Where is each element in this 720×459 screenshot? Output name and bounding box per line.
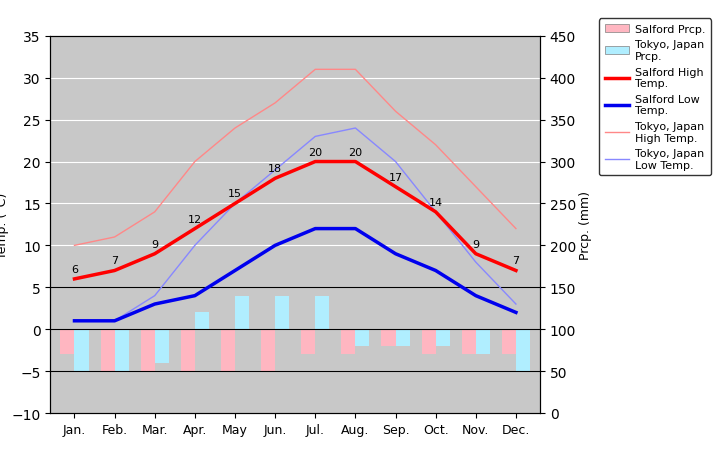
Text: 20: 20 bbox=[348, 147, 362, 157]
Bar bbox=[502, 330, 516, 354]
Text: 14: 14 bbox=[428, 197, 443, 207]
Text: 20: 20 bbox=[308, 147, 323, 157]
Bar bbox=[476, 330, 490, 354]
Bar bbox=[395, 330, 410, 346]
Bar bbox=[221, 330, 235, 371]
Bar bbox=[181, 330, 195, 371]
Text: 6: 6 bbox=[71, 264, 78, 274]
Bar bbox=[155, 330, 168, 363]
Text: 7: 7 bbox=[111, 256, 118, 266]
Bar bbox=[275, 296, 289, 330]
Bar bbox=[101, 330, 114, 371]
Bar bbox=[315, 296, 329, 330]
Bar bbox=[195, 313, 209, 330]
Text: 7: 7 bbox=[513, 256, 520, 266]
Bar bbox=[516, 330, 530, 371]
Bar bbox=[436, 330, 450, 346]
Bar bbox=[60, 330, 74, 354]
Y-axis label: Temp. (°C): Temp. (°C) bbox=[0, 192, 9, 258]
Bar bbox=[301, 330, 315, 354]
Bar bbox=[235, 296, 249, 330]
Bar bbox=[114, 330, 129, 371]
Text: 18: 18 bbox=[268, 164, 282, 174]
Bar bbox=[382, 330, 395, 346]
Legend: Salford Prcp., Tokyo, Japan
Prcp., Salford High
Temp., Salford Low
Temp., Tokyo,: Salford Prcp., Tokyo, Japan Prcp., Salfo… bbox=[599, 19, 711, 176]
Bar bbox=[140, 330, 155, 371]
Bar bbox=[341, 330, 356, 354]
Text: 15: 15 bbox=[228, 189, 242, 199]
Text: 9: 9 bbox=[151, 239, 158, 249]
Bar bbox=[462, 330, 476, 354]
Bar bbox=[261, 330, 275, 371]
Text: 12: 12 bbox=[188, 214, 202, 224]
Bar bbox=[74, 330, 89, 371]
Bar bbox=[422, 330, 436, 354]
Text: 9: 9 bbox=[472, 239, 480, 249]
Text: 17: 17 bbox=[389, 172, 402, 182]
Y-axis label: Prcp. (mm): Prcp. (mm) bbox=[579, 190, 592, 259]
Bar bbox=[356, 330, 369, 346]
